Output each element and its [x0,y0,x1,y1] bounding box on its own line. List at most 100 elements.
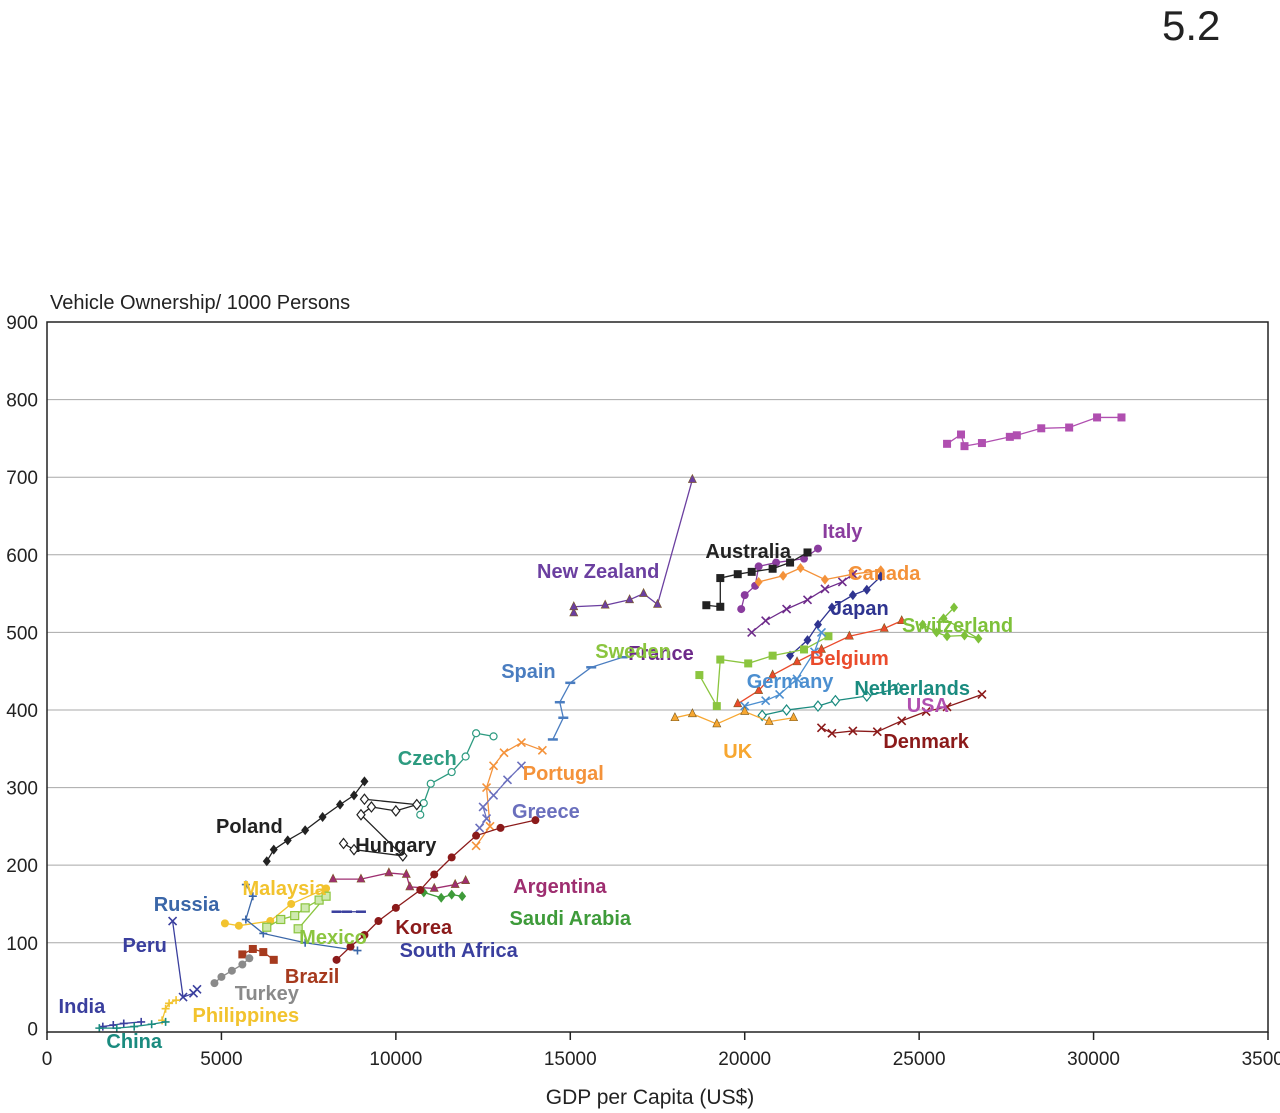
data-point [346,942,355,951]
data-point [210,979,219,988]
data-point [960,630,969,641]
series-brazil [238,944,278,964]
data-point [600,599,610,609]
data-point [761,616,771,626]
data-point [165,999,174,1008]
series-greece [475,761,527,833]
data-point [338,837,349,850]
data-point [1117,413,1126,422]
data-point [238,960,247,969]
data-point [248,892,257,901]
series-line [737,620,902,705]
series-denmark [816,689,987,738]
data-point [827,728,837,738]
x-tick-label: 15000 [544,1049,597,1070]
series-japan [786,571,885,661]
data-point [754,684,764,694]
data-point [516,738,527,748]
data-point [827,602,836,613]
series-hungary [338,793,422,862]
series-label: Greece [512,801,580,823]
data-point [569,607,579,617]
data-point [830,694,841,707]
data-point [227,966,236,975]
data-point [974,633,983,644]
data-point [471,841,481,851]
series-label: Italy [822,521,863,543]
series-line [762,687,899,717]
series-line [242,948,275,961]
series-line [744,632,823,707]
data-point [712,718,722,728]
data-point [471,729,481,738]
data-point [813,544,822,553]
data-point [820,584,830,594]
data-point [796,562,805,573]
data-point [269,955,278,964]
data-point [248,944,257,953]
slide-number: 5.2 [1162,2,1221,49]
data-point [426,779,435,788]
data-point [803,635,812,646]
series-layer [95,413,1126,1033]
x-tick-label: 35000 [1242,1049,1280,1070]
series-label: Russia [154,894,220,916]
x-axis-title: GDP per Capita (US$) [545,1086,755,1109]
y-tick-label: 300 [6,779,38,800]
data-point [161,1004,170,1013]
data-point [485,821,495,831]
series-philippines [158,996,181,1025]
y-tick-label: 600 [6,546,38,567]
series-label: Japan [831,598,889,620]
data-point [332,955,341,964]
y-axis-title: Vehicle Ownership/ 1000 Persons [50,292,351,314]
data-point [488,790,499,800]
data-point [848,726,858,736]
series-label: Denmark [883,731,969,753]
data-point [932,627,941,638]
series-label: Australia [705,541,791,563]
data-point [1037,424,1046,433]
data-point [516,761,527,771]
data-point [360,931,369,940]
data-point [775,689,785,700]
series-label: Hungary [355,835,437,857]
data-point [768,651,777,660]
series-line [552,656,623,740]
series-line [946,416,1122,447]
series-uk [670,705,799,728]
data-point [768,669,778,679]
data-point [336,799,345,810]
data-point [942,702,952,712]
data-point [356,808,366,821]
y-tick-label: 0 [27,1019,38,1040]
series-line [102,1021,142,1028]
data-point [301,938,310,947]
data-point [779,570,788,581]
data-point [245,954,254,963]
series-china [95,1017,170,1033]
series-korea [332,816,540,964]
data-point [764,715,774,725]
data-point [475,823,485,833]
data-point [293,924,303,934]
data-point [283,835,292,846]
y-tick-label: 700 [6,468,38,489]
data-point [130,1022,139,1031]
data-point [502,775,513,785]
data-point [1012,431,1021,440]
series-label: Czech [398,748,457,770]
series-label: China [106,1031,162,1053]
data-point [276,914,286,925]
x-tick-label: 10000 [369,1049,422,1070]
data-point [259,948,268,957]
data-point [792,674,802,684]
series-label: Turkey [235,983,300,1005]
data-point [531,816,540,825]
data-point [800,645,809,654]
series-label: India [59,996,107,1018]
data-point [321,891,331,901]
data-point [837,577,847,587]
data-point [119,1019,128,1028]
series-czech [416,729,498,819]
